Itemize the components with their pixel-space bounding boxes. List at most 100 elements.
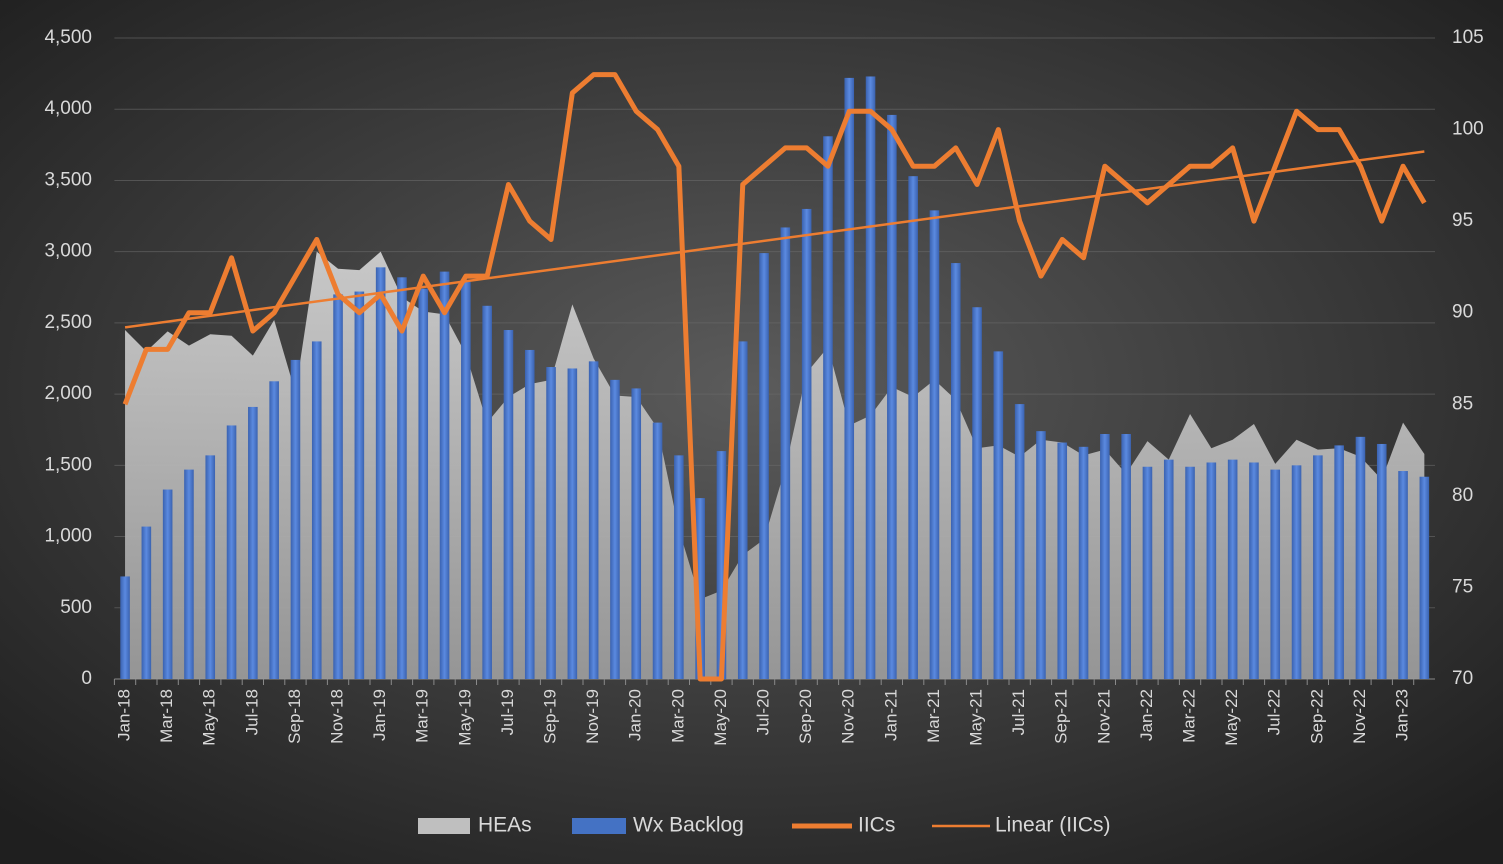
y2-tick-label: 95 xyxy=(1452,210,1473,231)
legend-label: IICs xyxy=(858,814,895,837)
bar xyxy=(610,379,620,679)
x-tick-label: Jul-18 xyxy=(242,689,261,735)
x-tick-label: Jan-23 xyxy=(1393,689,1412,741)
bar xyxy=(972,307,982,679)
y-tick-label: 2,500 xyxy=(44,312,92,333)
x-tick-label: Jan-21 xyxy=(881,689,900,741)
x-tick-label: May-22 xyxy=(1222,689,1241,746)
legend-label: Wx Backlog xyxy=(633,814,744,837)
trend-line xyxy=(124,150,1425,329)
x-tick-label: Jul-19 xyxy=(498,689,517,735)
bar xyxy=(1270,469,1281,679)
x-tick-label: Jul-22 xyxy=(1265,689,1284,735)
bar xyxy=(1142,466,1153,679)
x-tick-label: Jan-22 xyxy=(1137,689,1156,741)
bar xyxy=(1057,442,1068,679)
bar xyxy=(546,367,556,679)
bar xyxy=(1227,459,1238,679)
y-tick-label: 0 xyxy=(81,668,92,689)
x-tick-label: Mar-19 xyxy=(413,689,432,743)
bar xyxy=(780,227,791,679)
x-tick-label: Sep-19 xyxy=(541,689,560,744)
x-tick-label: Jan-19 xyxy=(370,689,389,741)
y-tick-label: 4,000 xyxy=(44,98,92,119)
bar xyxy=(631,388,642,679)
bar xyxy=(759,253,769,679)
y2-tick-label: 80 xyxy=(1452,485,1473,506)
bar xyxy=(887,114,897,680)
bar xyxy=(375,267,386,679)
x-tick-label: Jul-20 xyxy=(754,689,773,735)
bar xyxy=(844,77,855,679)
x-tick-label: Sep-21 xyxy=(1052,689,1071,744)
bar xyxy=(1313,455,1323,679)
bar xyxy=(1121,433,1131,679)
y2-tick-label: 90 xyxy=(1452,302,1473,323)
legend-label: Linear (IICs) xyxy=(995,814,1111,837)
y2-tick-label: 75 xyxy=(1452,576,1473,597)
x-tick-label: May-21 xyxy=(967,689,986,746)
x-tick-label: Nov-19 xyxy=(583,689,602,744)
bar xyxy=(1206,462,1217,679)
bar xyxy=(184,469,194,679)
bar xyxy=(1185,466,1195,679)
x-tick-label: Nov-20 xyxy=(839,689,858,744)
bar xyxy=(1036,431,1046,679)
x-tick-label: Mar-18 xyxy=(157,689,176,743)
x-tick-label: May-19 xyxy=(455,689,474,746)
bar xyxy=(1419,476,1430,679)
bar xyxy=(1100,433,1110,679)
bar xyxy=(1376,443,1387,679)
area xyxy=(125,251,1425,679)
bar xyxy=(950,263,961,679)
x-tick-label: Sep-18 xyxy=(285,689,304,744)
bar xyxy=(354,291,365,679)
bar xyxy=(141,526,152,679)
bar xyxy=(823,136,833,679)
y-tick-label: 1,000 xyxy=(44,526,92,547)
bar xyxy=(269,381,279,679)
x-tick-label: May-20 xyxy=(711,689,730,746)
legend-label: HEAs xyxy=(478,814,532,837)
legend-swatch xyxy=(572,818,626,834)
y-tick-label: 3,000 xyxy=(44,241,92,262)
x-tick-label: Jan-18 xyxy=(115,689,134,741)
bar xyxy=(1163,459,1174,679)
x-tick-label: Jul-21 xyxy=(1009,689,1028,735)
bar xyxy=(311,341,322,679)
bar xyxy=(1078,446,1089,679)
bar xyxy=(524,349,535,679)
x-tick-label: Nov-21 xyxy=(1094,689,1113,744)
bar xyxy=(1334,445,1344,679)
bar xyxy=(162,489,173,679)
bar xyxy=(1291,465,1302,679)
bar xyxy=(716,451,727,679)
bar xyxy=(1398,471,1408,679)
y-tick-label: 4,500 xyxy=(44,27,92,48)
x-tick-label: Sep-20 xyxy=(796,689,815,744)
y-tick-label: 3,500 xyxy=(44,169,92,190)
bar xyxy=(418,288,429,679)
bar xyxy=(588,361,599,679)
bar xyxy=(482,305,492,679)
bar xyxy=(674,455,684,679)
bar xyxy=(652,422,663,679)
bar xyxy=(397,277,407,679)
bar xyxy=(737,341,748,679)
bar xyxy=(801,208,812,679)
bar xyxy=(993,351,1004,679)
x-tick-label: Jan-20 xyxy=(626,689,645,741)
y-tick-label: 2,000 xyxy=(44,383,92,404)
bar xyxy=(226,425,237,679)
x-tick-label: Nov-22 xyxy=(1350,689,1369,744)
bar xyxy=(248,406,258,679)
y2-tick-label: 105 xyxy=(1452,27,1484,48)
bar xyxy=(461,280,471,679)
bar xyxy=(865,76,876,679)
bar xyxy=(205,455,216,679)
bar xyxy=(120,576,130,679)
x-tick-label: Mar-21 xyxy=(924,689,943,743)
bar xyxy=(1249,462,1259,679)
x-tick-label: Mar-22 xyxy=(1180,689,1199,743)
y-tick-label: 500 xyxy=(60,597,92,618)
